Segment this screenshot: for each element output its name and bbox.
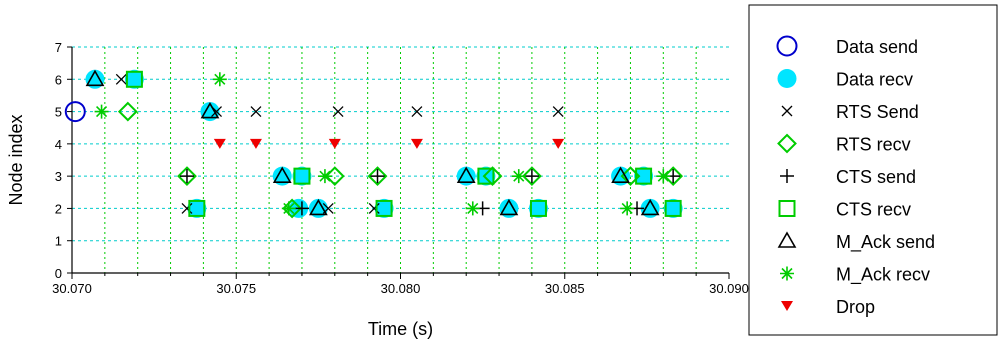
point-rts-send <box>115 73 127 85</box>
point-data-recv <box>528 198 548 218</box>
legend-label-cts-recv: CTS recv <box>836 200 911 220</box>
x-tick-label: 30.075 <box>216 281 256 296</box>
point-m-ack-send <box>85 69 105 87</box>
point-rts-recv <box>521 166 542 187</box>
point-m-ack-send <box>640 198 660 216</box>
point-cts-recv <box>125 70 143 88</box>
legend-marker-rts-send <box>781 105 793 117</box>
point-rts-recv <box>324 166 345 187</box>
point-data-recv <box>476 166 496 186</box>
legend-label-m-ack-recv: M_Ack recv <box>836 265 930 286</box>
point-cts-recv <box>529 199 547 217</box>
point-drop <box>552 138 565 149</box>
y-tick-label: 2 <box>55 201 62 216</box>
y-tick-label: 7 <box>55 40 62 55</box>
point-rts-send <box>250 106 262 118</box>
point-m-ack-send <box>200 101 220 119</box>
point-data-recv <box>85 69 105 89</box>
point-cts-recv <box>477 167 495 185</box>
point-cts-send <box>524 169 539 184</box>
y-tick-label: 1 <box>55 234 62 249</box>
point-data-recv <box>634 166 654 186</box>
point-m-ack-send <box>272 166 292 183</box>
y-tick-label: 6 <box>55 72 62 87</box>
point-rts-recv <box>663 166 684 187</box>
point-m-ack-send <box>499 198 519 216</box>
point-data-send <box>64 101 86 123</box>
legend-label-data-send: Data send <box>836 37 918 57</box>
point-m-ack-recv <box>511 169 526 184</box>
point-drop <box>249 138 262 149</box>
point-cts-send <box>179 169 194 184</box>
legend-label-rts-recv: RTS recv <box>836 135 911 155</box>
grid <box>72 46 729 273</box>
legend-marker-data-recv <box>777 69 797 88</box>
point-rts-recv <box>482 166 503 187</box>
point-cts-recv <box>188 199 206 217</box>
legend-label-data-recv: Data recv <box>836 70 913 90</box>
point-m-ack-recv <box>94 104 109 119</box>
legend-label-drop: Drop <box>836 297 875 317</box>
point-data-recv <box>499 198 519 218</box>
point-rts-send <box>332 106 344 118</box>
legend-label-cts-send: CTS send <box>836 167 916 187</box>
point-data-recv <box>200 102 220 122</box>
x-tick-label: 30.080 <box>381 281 421 296</box>
y-tick-label: 0 <box>55 266 62 281</box>
y-axis-title: Node index <box>6 114 26 205</box>
x-tick-label: 30.070 <box>52 281 92 296</box>
legend: Data send Data recv RTS Send RTS recv CTS se… <box>748 4 998 336</box>
legend-marker-cts-recv <box>778 200 796 217</box>
point-m-ack-recv <box>656 169 671 184</box>
point-m-ack-recv <box>317 169 332 184</box>
point-rts-recv <box>117 101 138 122</box>
point-rts-recv <box>177 166 197 187</box>
point-cts-send <box>294 201 309 216</box>
point-cts-recv <box>635 167 653 185</box>
y-tick-label: 3 <box>55 169 62 184</box>
point-drop <box>410 138 423 149</box>
legend-marker-cts-send <box>780 169 794 183</box>
x-tick-label: 30.090 <box>709 281 749 296</box>
point-rts-send <box>411 106 423 118</box>
legend-marker-m-ack-send <box>777 231 797 248</box>
x-tick-label: 30.085 <box>545 281 585 296</box>
point-m-ack-recv <box>620 201 635 216</box>
point-data-recv <box>272 166 292 186</box>
point-data-recv <box>292 166 312 186</box>
legend-label-m-ack-send: M_Ack send <box>836 232 935 253</box>
point-cts-recv <box>293 167 311 185</box>
point-data-recv <box>124 69 144 89</box>
point-drop <box>213 138 226 149</box>
point-rts-recv <box>367 166 388 187</box>
point-data-recv <box>640 198 660 218</box>
point-m-ack-send <box>611 166 630 183</box>
axes: 0 1 2 3 4 5 6 7 30.070 30.075 30.080 30.085 30.090 <box>52 40 749 296</box>
data-marks <box>64 69 684 219</box>
point-cts-recv <box>375 199 393 217</box>
point-rts-send <box>552 106 564 118</box>
legend-marker-rts-recv <box>777 133 797 154</box>
y-tick-label: 4 <box>55 137 62 152</box>
legend-label-rts-send: RTS Send <box>836 102 919 122</box>
point-m-ack-send <box>308 198 328 216</box>
legend-box <box>748 4 998 336</box>
y-tick-label: 5 <box>55 105 62 120</box>
legend-marker-m-ack-recv <box>780 266 794 281</box>
point-drop <box>328 138 341 149</box>
legend-marker-data-send <box>776 35 798 57</box>
x-axis-title: Time (s) <box>368 319 433 339</box>
point-cts-send <box>370 169 385 184</box>
point-m-ack-recv <box>465 201 480 216</box>
point-data-recv <box>456 166 476 186</box>
point-data-recv <box>663 198 683 218</box>
point-m-ack-recv <box>212 72 227 87</box>
point-m-ack-send <box>456 166 476 183</box>
legend-marker-drop <box>781 301 793 311</box>
point-m-ack-recv <box>281 201 296 216</box>
point-cts-recv <box>664 199 682 217</box>
